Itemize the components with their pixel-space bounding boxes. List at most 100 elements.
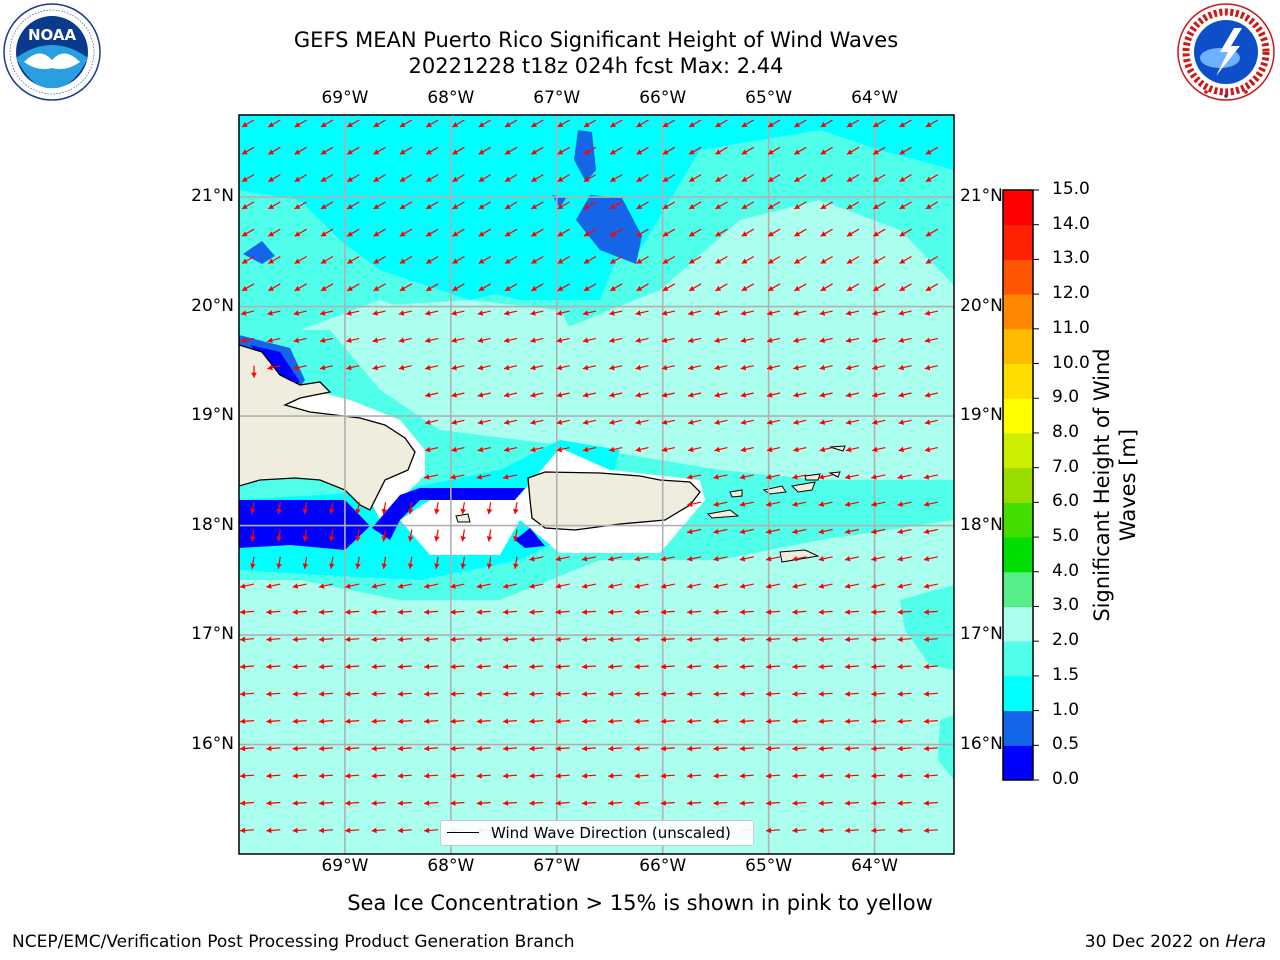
wave-direction-arrow bbox=[660, 556, 675, 562]
colorbar-tick-label: 6.0 bbox=[1052, 491, 1080, 512]
wave-direction-arrow bbox=[687, 745, 702, 752]
wave-direction-arrow bbox=[766, 310, 781, 316]
wave-direction-arrow bbox=[687, 691, 702, 697]
wave-direction-arrow bbox=[739, 528, 754, 535]
wave-direction-arrow bbox=[634, 691, 649, 697]
wave-direction-arrow bbox=[486, 556, 493, 569]
wave-direction-arrow bbox=[687, 636, 702, 643]
wave-direction-arrow bbox=[635, 392, 649, 398]
wave-direction-arrow bbox=[713, 474, 728, 480]
wave-direction-arrow bbox=[399, 174, 413, 183]
wave-direction-arrow bbox=[294, 119, 307, 128]
wave-direction-arrow bbox=[818, 773, 833, 779]
wave-direction-arrow bbox=[530, 446, 544, 453]
wave-direction-arrow bbox=[450, 800, 465, 806]
wave-direction-arrow bbox=[871, 745, 886, 752]
lon-label-bottom: 65°W bbox=[745, 856, 793, 876]
wave-direction-arrow bbox=[897, 528, 912, 535]
wave-direction-arrow bbox=[661, 419, 675, 425]
wave-direction-arrow bbox=[740, 337, 754, 344]
wave-direction-arrow bbox=[267, 119, 281, 128]
wave-direction-arrow bbox=[686, 528, 702, 535]
wave-direction-arrow bbox=[397, 718, 412, 725]
wave-direction-arrow bbox=[872, 255, 886, 265]
wave-direction-arrow bbox=[424, 419, 439, 425]
wave-direction-arrow bbox=[478, 283, 492, 292]
wave-direction-arrow bbox=[739, 609, 754, 615]
wave-direction-arrow bbox=[477, 337, 491, 344]
wave-band-0-0-patch bbox=[515, 528, 545, 548]
wave-direction-arrow bbox=[820, 228, 833, 237]
wave-direction-arrow bbox=[452, 255, 465, 265]
wave-direction-arrow bbox=[503, 337, 518, 344]
wave-direction-arrow bbox=[871, 474, 886, 480]
wave-direction-arrow bbox=[793, 337, 807, 344]
wave-direction-arrow bbox=[739, 800, 754, 806]
wave-direction-arrow bbox=[239, 583, 255, 589]
wave-direction-arrow bbox=[398, 337, 412, 344]
wave-direction-arrow bbox=[818, 636, 833, 643]
wave-direction-arrow bbox=[239, 745, 255, 752]
wave-direction-arrow bbox=[424, 773, 439, 779]
wave-direction-arrow bbox=[478, 174, 492, 183]
colorbar-band bbox=[1003, 675, 1033, 712]
wave-direction-arrow bbox=[320, 228, 334, 237]
wave-direction-arrow bbox=[502, 636, 518, 643]
wave-direction-arrow bbox=[818, 583, 833, 589]
wave-direction-arrow bbox=[844, 827, 859, 834]
wave-direction-arrow bbox=[923, 663, 938, 670]
wave-direction-arrow bbox=[399, 255, 413, 265]
wave-band-2-0-north bbox=[370, 300, 600, 420]
wave-direction-arrow bbox=[292, 800, 307, 806]
wave-direction-arrow bbox=[318, 636, 333, 643]
wave-direction-arrow bbox=[871, 691, 886, 697]
lat-label-left: 18°N bbox=[191, 514, 234, 535]
wave-direction-arrow bbox=[765, 773, 781, 779]
wave-direction-arrow bbox=[398, 310, 412, 316]
wave-direction-arrow bbox=[504, 119, 518, 128]
wave-direction-arrow bbox=[844, 501, 860, 507]
wave-direction-arrow bbox=[318, 773, 333, 779]
footer-date-text: 30 Dec 2022 on bbox=[1084, 932, 1220, 952]
wave-direction-arrow bbox=[407, 529, 414, 542]
wave-direction-arrow bbox=[845, 446, 860, 453]
colorbar-tick-label: 15.0 bbox=[1052, 179, 1090, 199]
wave-direction-arrow bbox=[713, 718, 728, 725]
wave-direction-arrow bbox=[292, 691, 307, 697]
noaa-logo-text: NOAA bbox=[28, 26, 77, 44]
wave-direction-arrow bbox=[897, 609, 912, 615]
wave-direction-arrow bbox=[293, 337, 307, 344]
wave-direction-arrow bbox=[328, 502, 335, 515]
wave-direction-arrow bbox=[741, 283, 755, 292]
wave-direction-arrow bbox=[555, 663, 570, 670]
wave-direction-arrow bbox=[793, 119, 807, 128]
land-culebra bbox=[729, 489, 743, 498]
wave-direction-arrow bbox=[793, 419, 807, 425]
wave-direction-arrow bbox=[529, 718, 544, 725]
wave-direction-arrow bbox=[688, 146, 702, 155]
wave-direction-arrow bbox=[424, 337, 439, 344]
colorbar-tick-label: 1.0 bbox=[1052, 699, 1080, 720]
wave-direction-arrow bbox=[844, 718, 859, 725]
land-sombrero bbox=[829, 445, 846, 452]
wave-direction-arrow bbox=[923, 773, 938, 779]
wave-direction-arrow bbox=[530, 364, 544, 371]
wave-direction-arrow bbox=[292, 583, 307, 589]
wave-direction-arrow bbox=[452, 174, 465, 183]
wave-direction-arrow bbox=[818, 556, 833, 562]
wave-direction-arrow bbox=[371, 609, 386, 615]
wave-direction-arrow bbox=[818, 691, 833, 697]
wave-direction-arrow bbox=[687, 718, 702, 725]
wave-direction-arrow bbox=[635, 419, 649, 425]
wave-direction-arrow bbox=[608, 800, 623, 806]
wave-direction-arrow bbox=[713, 501, 728, 507]
wave-direction-arrow bbox=[424, 446, 439, 453]
wave-direction-arrow bbox=[381, 556, 388, 569]
wave-direction-arrow bbox=[450, 636, 465, 643]
wave-direction-arrow bbox=[555, 773, 570, 779]
wave-direction-arrow bbox=[792, 800, 807, 806]
wave-direction-arrow bbox=[478, 201, 492, 210]
wave-direction-arrow bbox=[609, 337, 623, 344]
wave-direction-arrow bbox=[266, 691, 281, 697]
wave-direction-arrow bbox=[581, 800, 596, 806]
